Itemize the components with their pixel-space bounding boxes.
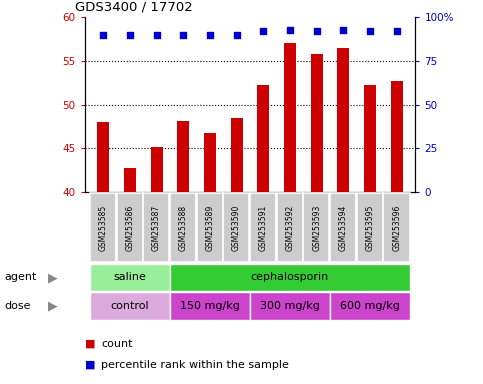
Text: ▶: ▶ bbox=[48, 300, 58, 313]
Text: 300 mg/kg: 300 mg/kg bbox=[260, 301, 320, 311]
FancyBboxPatch shape bbox=[250, 293, 330, 320]
FancyBboxPatch shape bbox=[384, 193, 410, 262]
Bar bbox=[177, 121, 189, 192]
Text: ■: ■ bbox=[85, 360, 95, 370]
Text: GSM253596: GSM253596 bbox=[392, 204, 401, 251]
Point bbox=[99, 32, 107, 38]
FancyBboxPatch shape bbox=[90, 193, 116, 262]
Bar bbox=[257, 85, 270, 192]
Point bbox=[366, 28, 374, 34]
Bar bbox=[337, 48, 349, 192]
Point bbox=[233, 32, 241, 38]
FancyBboxPatch shape bbox=[90, 293, 170, 320]
Point bbox=[286, 26, 294, 33]
FancyBboxPatch shape bbox=[330, 293, 410, 320]
Text: saline: saline bbox=[114, 272, 146, 283]
Text: GSM253593: GSM253593 bbox=[312, 204, 321, 251]
Point bbox=[340, 26, 347, 33]
Text: GSM253590: GSM253590 bbox=[232, 204, 241, 251]
FancyBboxPatch shape bbox=[170, 193, 196, 262]
Text: GSM253595: GSM253595 bbox=[366, 204, 374, 251]
Point bbox=[259, 28, 267, 34]
Text: cephalosporin: cephalosporin bbox=[251, 272, 329, 283]
FancyBboxPatch shape bbox=[223, 193, 249, 262]
Text: GSM253585: GSM253585 bbox=[99, 204, 108, 251]
Point bbox=[153, 32, 160, 38]
Point bbox=[393, 28, 400, 34]
Text: dose: dose bbox=[5, 301, 31, 311]
FancyBboxPatch shape bbox=[250, 193, 276, 262]
FancyBboxPatch shape bbox=[197, 193, 223, 262]
Text: ■: ■ bbox=[85, 339, 95, 349]
Bar bbox=[391, 81, 403, 192]
Text: GSM253591: GSM253591 bbox=[259, 204, 268, 251]
FancyBboxPatch shape bbox=[303, 193, 329, 262]
Point bbox=[206, 32, 214, 38]
Text: agent: agent bbox=[5, 272, 37, 283]
FancyBboxPatch shape bbox=[143, 193, 170, 262]
FancyBboxPatch shape bbox=[170, 293, 250, 320]
Bar bbox=[151, 147, 163, 192]
Text: percentile rank within the sample: percentile rank within the sample bbox=[101, 360, 289, 370]
FancyBboxPatch shape bbox=[90, 263, 170, 291]
Text: GSM253589: GSM253589 bbox=[205, 204, 214, 251]
Text: count: count bbox=[101, 339, 133, 349]
Bar bbox=[284, 43, 296, 192]
Bar bbox=[204, 132, 216, 192]
Point bbox=[126, 32, 134, 38]
Text: 600 mg/kg: 600 mg/kg bbox=[340, 301, 400, 311]
FancyBboxPatch shape bbox=[356, 193, 383, 262]
FancyBboxPatch shape bbox=[116, 193, 142, 262]
Bar bbox=[311, 54, 323, 192]
Point bbox=[179, 32, 187, 38]
Text: GDS3400 / 17702: GDS3400 / 17702 bbox=[75, 0, 193, 13]
Text: GSM253594: GSM253594 bbox=[339, 204, 348, 251]
Bar bbox=[364, 84, 376, 192]
Bar bbox=[97, 122, 109, 192]
Text: control: control bbox=[111, 301, 149, 311]
Bar bbox=[230, 118, 242, 192]
FancyBboxPatch shape bbox=[277, 193, 303, 262]
Bar bbox=[124, 167, 136, 192]
FancyBboxPatch shape bbox=[330, 193, 356, 262]
Text: GSM253587: GSM253587 bbox=[152, 204, 161, 251]
FancyBboxPatch shape bbox=[170, 263, 410, 291]
Text: ▶: ▶ bbox=[48, 271, 58, 284]
Text: GSM253588: GSM253588 bbox=[179, 204, 188, 251]
Point bbox=[313, 28, 321, 34]
Text: 150 mg/kg: 150 mg/kg bbox=[180, 301, 240, 311]
Text: GSM253586: GSM253586 bbox=[126, 204, 134, 251]
Text: GSM253592: GSM253592 bbox=[285, 204, 295, 251]
